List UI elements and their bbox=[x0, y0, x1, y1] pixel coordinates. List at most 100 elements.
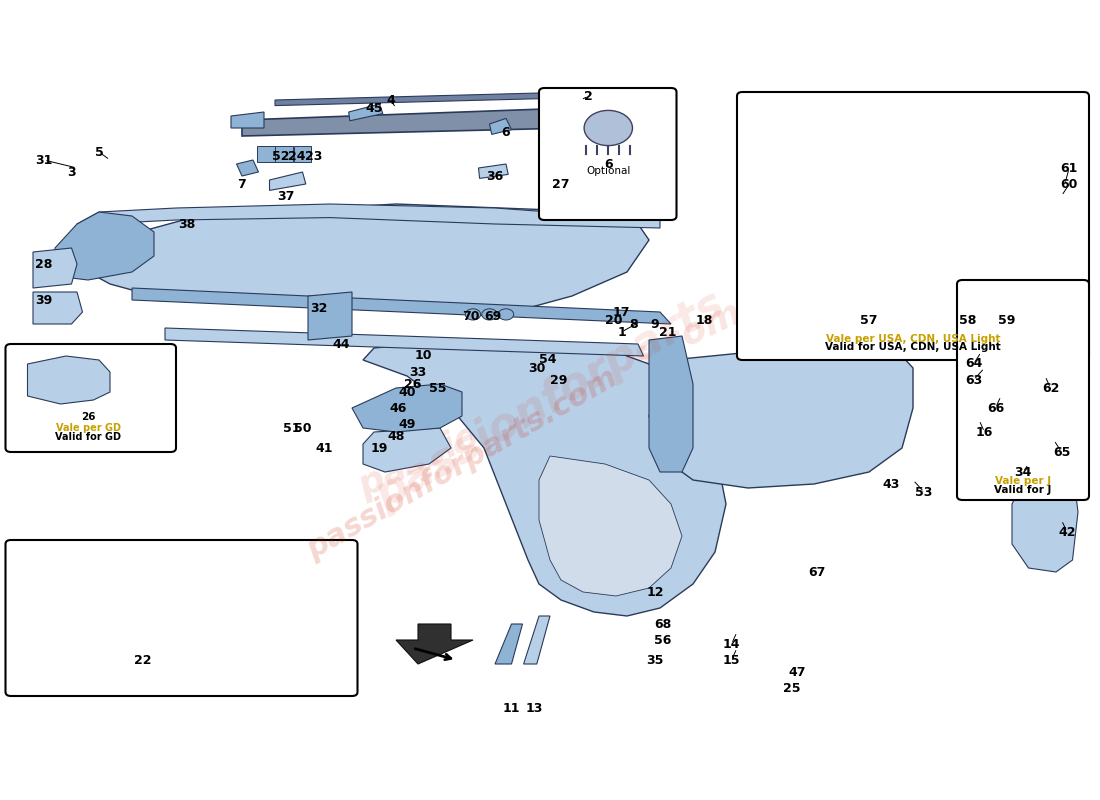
Text: 61: 61 bbox=[1060, 162, 1078, 174]
Text: 66: 66 bbox=[987, 402, 1004, 414]
Text: passionforparts: passionforparts bbox=[367, 282, 733, 518]
Polygon shape bbox=[275, 92, 581, 106]
Text: 48: 48 bbox=[387, 430, 405, 442]
FancyBboxPatch shape bbox=[6, 540, 358, 696]
Text: 6: 6 bbox=[604, 158, 613, 170]
Text: 20: 20 bbox=[605, 314, 623, 326]
Text: 39: 39 bbox=[35, 294, 53, 306]
Text: 54: 54 bbox=[539, 354, 557, 366]
Text: 36: 36 bbox=[486, 170, 504, 182]
Circle shape bbox=[465, 309, 481, 320]
Text: 64: 64 bbox=[965, 358, 982, 370]
Text: Vale per GD: Vale per GD bbox=[55, 423, 121, 434]
Bar bbox=[275, 146, 293, 162]
Polygon shape bbox=[363, 344, 726, 616]
Polygon shape bbox=[270, 172, 306, 190]
FancyBboxPatch shape bbox=[539, 88, 676, 220]
Text: 57: 57 bbox=[860, 314, 878, 326]
Text: 49: 49 bbox=[398, 418, 416, 430]
Text: 41: 41 bbox=[316, 442, 333, 454]
Polygon shape bbox=[478, 164, 508, 178]
Polygon shape bbox=[396, 624, 473, 664]
Text: Vale per USA, CDN, USA Light: Vale per USA, CDN, USA Light bbox=[826, 334, 1000, 344]
Polygon shape bbox=[984, 404, 1056, 440]
Polygon shape bbox=[748, 192, 1067, 336]
Polygon shape bbox=[28, 356, 110, 404]
Polygon shape bbox=[990, 452, 1028, 468]
Text: 69: 69 bbox=[484, 310, 502, 322]
Text: 13: 13 bbox=[526, 702, 543, 714]
Text: 21: 21 bbox=[659, 326, 676, 338]
Text: 59: 59 bbox=[998, 314, 1015, 326]
Polygon shape bbox=[132, 572, 248, 596]
Circle shape bbox=[498, 309, 514, 320]
Text: 27: 27 bbox=[552, 178, 570, 190]
Polygon shape bbox=[352, 384, 462, 432]
Polygon shape bbox=[957, 216, 1056, 272]
Text: 6: 6 bbox=[502, 126, 510, 138]
Text: Valid for USA, CDN, USA Light: Valid for USA, CDN, USA Light bbox=[825, 342, 1001, 352]
Circle shape bbox=[482, 309, 497, 320]
Text: 30: 30 bbox=[528, 362, 546, 374]
Text: 19: 19 bbox=[371, 442, 388, 454]
Text: 40: 40 bbox=[398, 386, 416, 398]
Text: 24: 24 bbox=[288, 150, 306, 162]
Polygon shape bbox=[16, 560, 341, 684]
Text: 28: 28 bbox=[35, 258, 53, 270]
Text: 12: 12 bbox=[647, 586, 664, 598]
FancyBboxPatch shape bbox=[737, 92, 1089, 360]
Polygon shape bbox=[88, 204, 649, 312]
Polygon shape bbox=[28, 600, 88, 628]
Circle shape bbox=[880, 240, 924, 272]
Text: 34: 34 bbox=[1014, 466, 1032, 478]
Polygon shape bbox=[803, 208, 935, 248]
Text: 15: 15 bbox=[723, 654, 740, 666]
Text: 22: 22 bbox=[134, 654, 152, 666]
Polygon shape bbox=[495, 624, 522, 664]
Text: 45: 45 bbox=[365, 102, 383, 114]
Text: 9: 9 bbox=[650, 318, 659, 330]
Text: 23: 23 bbox=[305, 150, 322, 162]
Text: 33: 33 bbox=[409, 366, 427, 378]
Text: 70: 70 bbox=[462, 310, 480, 322]
Polygon shape bbox=[28, 572, 110, 596]
Text: 26: 26 bbox=[80, 412, 96, 422]
Polygon shape bbox=[984, 340, 1067, 396]
Polygon shape bbox=[77, 204, 660, 236]
Polygon shape bbox=[28, 660, 110, 680]
FancyBboxPatch shape bbox=[957, 280, 1089, 500]
Polygon shape bbox=[539, 456, 682, 596]
Text: 1: 1 bbox=[617, 326, 626, 338]
Polygon shape bbox=[1012, 456, 1078, 572]
Circle shape bbox=[808, 232, 864, 272]
Polygon shape bbox=[349, 104, 383, 121]
Text: 46: 46 bbox=[389, 402, 407, 414]
Text: 65: 65 bbox=[1053, 446, 1070, 458]
Polygon shape bbox=[231, 112, 264, 128]
Polygon shape bbox=[363, 428, 451, 472]
Text: 51: 51 bbox=[283, 422, 300, 434]
Polygon shape bbox=[242, 108, 616, 136]
Text: 7: 7 bbox=[238, 178, 246, 190]
Polygon shape bbox=[33, 292, 82, 324]
Text: 26: 26 bbox=[404, 378, 421, 390]
Circle shape bbox=[584, 110, 632, 146]
Text: 3: 3 bbox=[67, 166, 76, 178]
Polygon shape bbox=[566, 96, 605, 108]
Text: 68: 68 bbox=[654, 618, 672, 630]
Text: 58: 58 bbox=[959, 314, 977, 326]
Text: 60: 60 bbox=[1060, 178, 1078, 190]
Text: 16: 16 bbox=[976, 426, 993, 438]
Circle shape bbox=[966, 230, 1014, 266]
Polygon shape bbox=[132, 288, 671, 324]
Text: Valid for J: Valid for J bbox=[994, 485, 1052, 494]
Text: 10: 10 bbox=[415, 350, 432, 362]
Text: 29: 29 bbox=[550, 374, 568, 386]
Polygon shape bbox=[649, 348, 913, 488]
Polygon shape bbox=[524, 616, 550, 664]
Polygon shape bbox=[165, 328, 644, 356]
Text: Valid for GD: Valid for GD bbox=[55, 432, 121, 442]
Text: 62: 62 bbox=[1042, 382, 1059, 394]
Text: 63: 63 bbox=[965, 374, 982, 386]
Polygon shape bbox=[33, 248, 77, 288]
